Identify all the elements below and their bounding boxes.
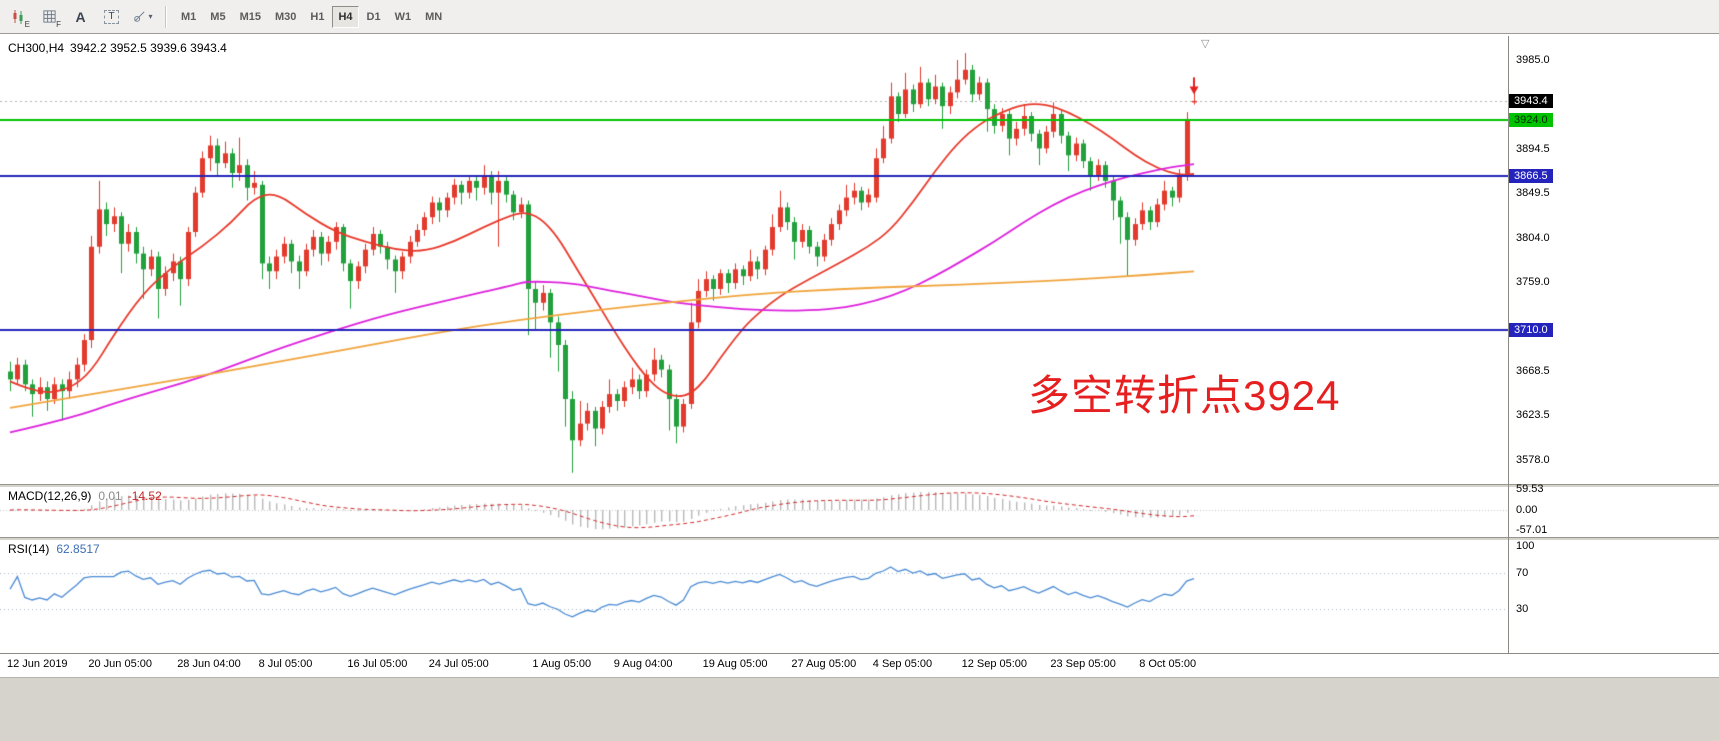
timeframe-button-m30[interactable]: M30 (274, 10, 297, 23)
macd-name: MACD(12,26,9) (8, 489, 92, 503)
time-axis-label: 20 Jun 05:00 (88, 658, 153, 670)
timeframe-button-m1[interactable]: M1 (181, 10, 197, 23)
current-price-label: 3943.4 (1509, 93, 1553, 108)
grid-icon (43, 10, 56, 23)
tool-sub-label: E (24, 19, 30, 29)
toolbar-separator (165, 5, 167, 28)
ohlc-values: 3942.2 3952.5 3939.6 3943.4 (70, 41, 227, 55)
time-axis-label: 8 Oct 05:00 (1139, 658, 1197, 670)
candlestick-chart-tool-button[interactable]: E (4, 4, 33, 30)
text-label-icon: T (104, 9, 119, 24)
time-axis-label: 1 Aug 05:00 (532, 658, 592, 670)
text-label-tool-button[interactable]: T (97, 4, 126, 30)
macd-signal-value: -14.52 (127, 489, 162, 503)
macd-axis-tick: -57.01 (1516, 524, 1548, 537)
time-axis-label: 27 Aug 05:00 (791, 658, 857, 670)
bottom-margin (0, 677, 1719, 741)
time-axis-label: 28 Jun 04:00 (177, 658, 241, 670)
timeframe-button-m15[interactable]: M15 (239, 10, 261, 23)
time-axis-label: 16 Jul 05:00 (347, 658, 408, 670)
macd-panel-canvas[interactable] (0, 487, 1508, 537)
rsi-value: 62.8517 (56, 542, 100, 556)
panel-divider[interactable] (0, 537, 1719, 540)
price-axis[interactable]: 3985.0 3894.5 3849.5 3804.0 3759.0 3668.5 3623… (1509, 0, 1719, 677)
time-axis-label: 8 Jul 05:00 (258, 658, 313, 670)
price-level-label: 3710.0 (1509, 323, 1553, 338)
macd-main-value: 0.01 (98, 489, 122, 503)
timeframe-button-h1[interactable]: H1 (310, 10, 325, 23)
shapes-icon (134, 11, 146, 22)
text-tool-button[interactable]: A (66, 4, 95, 30)
macd-indicator-label: MACD(12,26,9) 0.01 -14.52 (8, 489, 162, 503)
drawing-tools-group: E F A T ▾ (4, 4, 157, 30)
time-axis-label: 23 Sep 05:00 (1050, 658, 1116, 670)
price-chart-canvas[interactable] (0, 36, 1508, 484)
price-axis-tick: 3578.0 (1516, 453, 1550, 466)
symbol-timeframe-label: CH300,H4 (8, 41, 65, 55)
price-axis-tick: 3623.5 (1516, 409, 1550, 422)
macd-axis-tick: 0.00 (1516, 504, 1538, 516)
annotation-text: 多空转折点3924 (1028, 372, 1341, 419)
price-axis-tick: 3985.0 (1516, 53, 1550, 66)
time-axis-label: 4 Sep 05:00 (872, 658, 933, 670)
time-axis-label: 12 Sep 05:00 (961, 658, 1028, 670)
chart-title: CH300,H4 3942.2 3952.5 3939.6 3943.4 (8, 41, 227, 55)
time-axis-label: 9 Aug 04:00 (613, 658, 673, 670)
chevron-down-icon: ▾ (148, 12, 153, 21)
time-axis-border (0, 653, 1719, 654)
rsi-panel-canvas[interactable] (0, 540, 1508, 653)
toolbar: E F A T ▾ M1 M5 M15 M30 H1 H4 D1 W1 MN (0, 0, 1719, 34)
shapes-tool-button[interactable]: ▾ (128, 4, 157, 30)
time-axis-label: 19 Aug 05:00 (702, 658, 768, 670)
timeframe-button-h4[interactable]: H4 (332, 5, 359, 28)
rsi-axis-tick: 70 (1516, 567, 1529, 579)
price-axis-tick: 3849.5 (1516, 187, 1550, 200)
timeframe-button-w1[interactable]: W1 (394, 10, 412, 23)
time-axis[interactable]: 12 Jun 2019 20 Jun 05:00 28 Jun 04:00 8 Jul… (0, 655, 1719, 677)
rsi-axis-tick: 30 (1516, 603, 1529, 615)
time-axis-label: 12 Jun 2019 (7, 658, 68, 670)
price-axis-border (1508, 36, 1509, 653)
price-axis-tick: 3759.0 (1516, 276, 1550, 289)
macd-axis-tick: 59.53 (1516, 482, 1544, 495)
rsi-axis-tick: 100 (1516, 540, 1535, 552)
tool-sub-label: F (56, 19, 61, 29)
price-axis-tick: 3668.5 (1516, 365, 1550, 378)
chart-shift-marker[interactable]: ▽ (1201, 38, 1210, 50)
timeframe-button-m5[interactable]: M5 (210, 10, 226, 23)
text-tool-icon: A (75, 8, 86, 25)
time-axis-label: 24 Jul 05:00 (428, 658, 489, 670)
timeframe-button-mn[interactable]: MN (425, 10, 443, 23)
price-level-label: 3924.0 (1509, 112, 1553, 127)
timeframe-group: M1 M5 M15 M30 H1 H4 D1 W1 MN (175, 5, 448, 28)
panel-divider[interactable] (0, 484, 1719, 487)
rsi-name: RSI(14) (8, 542, 50, 556)
indicator-grid-tool-button[interactable]: F (35, 4, 64, 30)
rsi-indicator-label: RSI(14) 62.8517 (8, 542, 100, 556)
price-axis-tick: 3894.5 (1516, 142, 1550, 155)
price-level-label: 3866.5 (1509, 169, 1553, 184)
timeframe-button-d1[interactable]: D1 (366, 10, 381, 23)
candlestick-icon (13, 9, 22, 24)
price-axis-tick: 3804.0 (1516, 231, 1550, 244)
